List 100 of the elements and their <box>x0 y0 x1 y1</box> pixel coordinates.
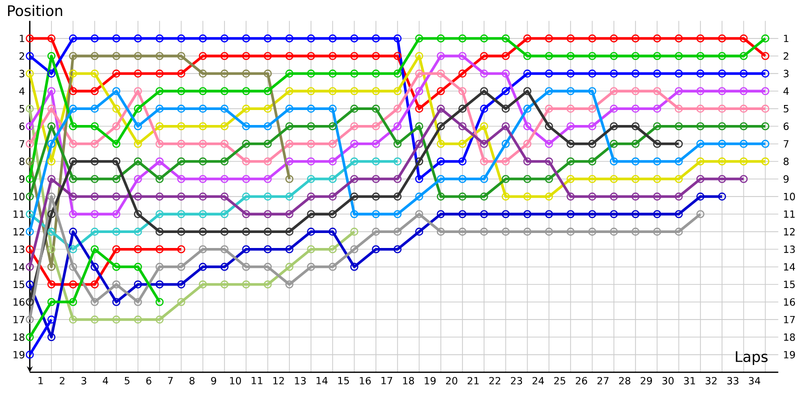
point <box>566 69 575 78</box>
x-tick-label: 2 <box>60 376 64 384</box>
point <box>523 122 532 130</box>
point <box>588 69 596 78</box>
point <box>610 140 618 148</box>
point <box>220 34 229 42</box>
x-tick-label: 21 <box>468 376 479 384</box>
point <box>264 69 272 78</box>
point <box>480 52 488 60</box>
point <box>674 87 683 96</box>
point <box>69 210 78 218</box>
point <box>436 69 445 78</box>
point <box>653 34 662 42</box>
point <box>415 192 424 201</box>
x-tick-label: 6 <box>146 376 152 384</box>
point <box>523 174 532 183</box>
x-tick-label: 20 <box>446 376 458 384</box>
point <box>264 34 272 42</box>
point <box>220 140 229 148</box>
point <box>134 52 142 60</box>
point <box>220 104 229 113</box>
point <box>156 140 164 148</box>
y-tick-label: 1 <box>20 34 24 42</box>
point <box>372 210 380 218</box>
point <box>306 262 316 271</box>
point <box>306 245 316 254</box>
point <box>47 122 56 130</box>
point <box>566 228 575 236</box>
point <box>631 34 640 42</box>
x-tick-label: 1 <box>38 376 43 384</box>
point <box>480 34 488 42</box>
point <box>198 52 207 60</box>
y2-tick-label: 13 <box>784 245 795 253</box>
point <box>631 174 640 183</box>
point <box>90 245 99 254</box>
point <box>156 69 164 78</box>
point <box>198 157 207 166</box>
point <box>220 122 229 130</box>
point <box>436 52 445 60</box>
point <box>69 280 78 288</box>
point <box>523 192 532 201</box>
point <box>415 87 424 96</box>
x-tick-label: 8 <box>190 376 194 384</box>
point <box>112 122 120 130</box>
point <box>610 122 618 130</box>
point <box>306 104 316 113</box>
point <box>394 228 402 236</box>
point <box>480 210 488 218</box>
point <box>631 210 640 218</box>
point <box>285 140 294 148</box>
point <box>112 34 120 42</box>
point <box>394 122 402 130</box>
point <box>26 262 34 271</box>
point <box>156 157 164 166</box>
point <box>90 104 99 113</box>
point <box>372 69 380 78</box>
point <box>566 122 575 130</box>
point <box>177 298 186 306</box>
point <box>436 228 445 236</box>
point <box>740 52 748 60</box>
point <box>285 210 294 218</box>
point <box>696 104 704 113</box>
point <box>306 210 316 218</box>
point <box>90 280 99 288</box>
point <box>544 87 554 96</box>
point <box>480 174 488 183</box>
point <box>415 34 424 42</box>
y2-tick-label: 14 <box>784 263 796 270</box>
point <box>156 315 164 324</box>
point <box>588 104 596 113</box>
point <box>740 157 748 166</box>
point <box>718 87 726 96</box>
point <box>696 210 704 218</box>
point <box>220 262 229 271</box>
point <box>177 122 186 130</box>
y2-tick-label: 16 <box>784 298 795 306</box>
point <box>47 262 56 271</box>
y-tick-label: 17 <box>14 316 24 324</box>
point <box>285 174 294 183</box>
point <box>242 157 250 166</box>
x-tick-label: 32 <box>706 376 717 384</box>
point <box>69 315 78 324</box>
point <box>610 34 618 42</box>
point <box>220 174 229 183</box>
point <box>674 228 683 236</box>
point <box>674 52 683 60</box>
point <box>198 210 207 218</box>
y2-tick-label: 8 <box>784 158 789 166</box>
point <box>436 174 445 183</box>
x-tick-label: 29 <box>640 376 652 384</box>
point <box>436 210 445 218</box>
point <box>134 104 142 113</box>
point <box>264 52 272 60</box>
point <box>653 157 662 166</box>
y2-tick-label: 11 <box>784 210 795 218</box>
point <box>436 34 445 42</box>
y2-tick-label: 12 <box>784 228 795 236</box>
point <box>47 210 56 218</box>
point <box>242 280 250 288</box>
point <box>394 192 402 201</box>
